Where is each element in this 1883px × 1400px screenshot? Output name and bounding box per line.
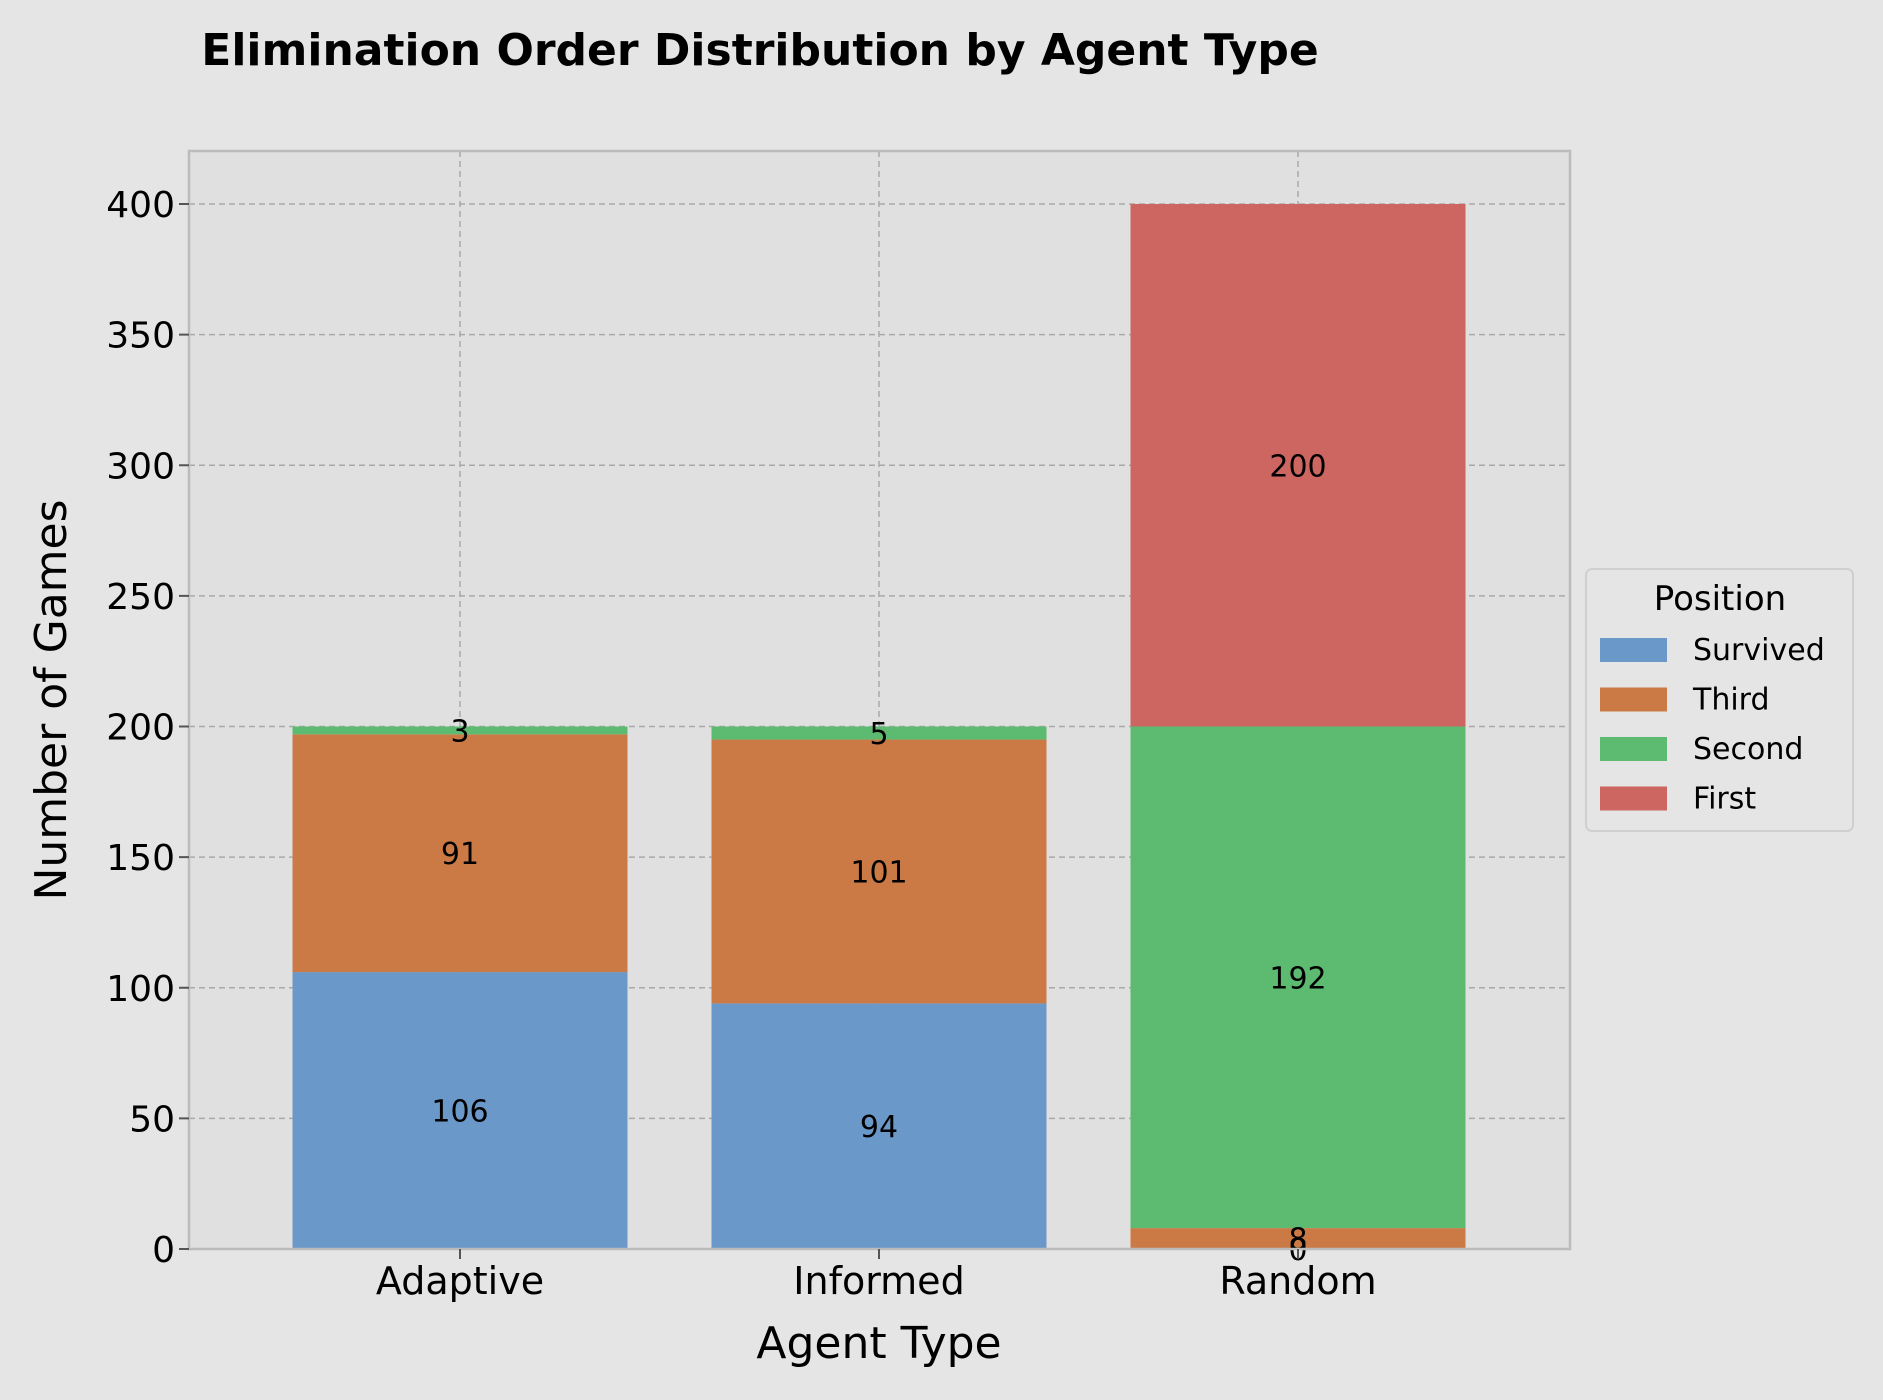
x-tick-label: Adaptive (376, 1259, 544, 1303)
x-axis-label: Agent Type (756, 1318, 1001, 1369)
legend-label: First (1693, 782, 1756, 817)
bars (292, 204, 1466, 1249)
y-tick-label: 300 (106, 446, 175, 487)
data-label: 5 (869, 717, 888, 752)
legend-label: Third (1692, 683, 1770, 718)
y-tick-label: 150 (106, 838, 175, 879)
y-axis: 0 50 100 150 200 250 300 350 400 (106, 185, 189, 1271)
y-tick-label: 250 (106, 577, 175, 618)
bar-first (1130, 204, 1466, 727)
y-tick-label: 0 (152, 1230, 175, 1271)
bar-survived (711, 1003, 1047, 1249)
data-label: 106 (431, 1095, 488, 1130)
data-label: 3 (450, 714, 469, 749)
bar-third (292, 734, 628, 973)
y-tick-label: 350 (106, 316, 175, 357)
legend-swatch (1600, 786, 1667, 811)
legend: Position Survived Third Second First (1585, 568, 1854, 832)
legend-label: Survived (1693, 633, 1825, 668)
x-axis: Adaptive Informed Random (376, 1249, 1377, 1303)
legend-box (1585, 568, 1854, 832)
legend-swatch (1600, 687, 1667, 712)
y-axis-label: Number of Games (26, 499, 77, 900)
legend-swatch (1600, 638, 1667, 662)
y-tick-label: 100 (106, 969, 175, 1010)
legend-label: Second (1693, 732, 1803, 767)
data-label: 192 (1269, 961, 1326, 996)
bar-second (292, 726, 628, 735)
x-tick-label: Informed (793, 1259, 964, 1303)
bar-third (711, 739, 1047, 1004)
chart-title: Elimination Order Distribution by Agent … (201, 25, 1318, 76)
y-tick-label: 50 (129, 1099, 175, 1140)
y-tick-label: 400 (106, 185, 175, 226)
data-label: 94 (860, 1110, 898, 1145)
data-label: 200 (1269, 449, 1326, 484)
legend-swatch (1600, 737, 1667, 761)
data-label: 91 (441, 837, 479, 872)
data-label: 101 (850, 855, 907, 890)
bar-second (1130, 726, 1466, 1229)
bar-third (1130, 1228, 1466, 1249)
y-tick-label: 200 (106, 708, 175, 749)
legend-title: Position (1654, 579, 1786, 619)
x-tick-label: Random (1219, 1259, 1376, 1303)
bar-survived (292, 972, 628, 1249)
bar-second (711, 726, 1047, 740)
